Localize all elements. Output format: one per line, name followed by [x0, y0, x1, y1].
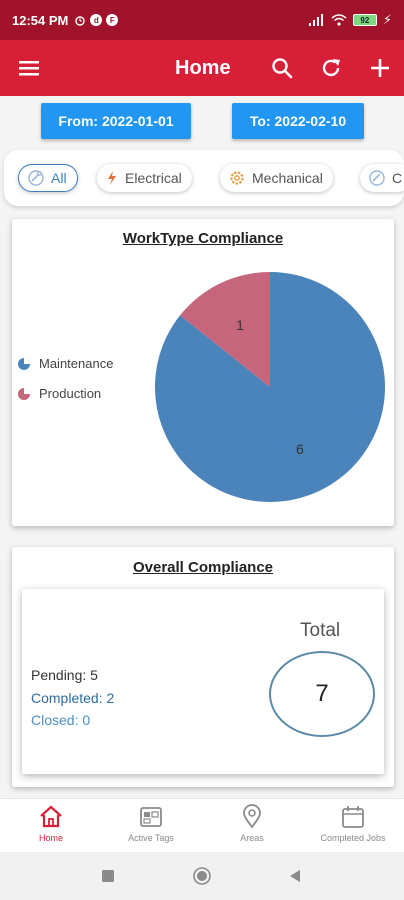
legend-label: Production	[39, 386, 102, 401]
nav-label: Home	[38, 833, 63, 843]
filter-chip-electrical[interactable]: Electrical	[97, 164, 192, 192]
filter-chip-label: C	[392, 170, 403, 186]
closed-count: Closed: 0	[31, 712, 91, 728]
app-notification-icon: d	[90, 14, 103, 26]
status-time: 12:54 PM	[12, 12, 69, 28]
system-navigation-bar	[0, 852, 404, 900]
legend-pie-icon	[18, 357, 30, 370]
pie-slice-production	[180, 272, 270, 387]
search-icon[interactable]	[270, 56, 294, 80]
nav-item-areas[interactable]: Areas	[202, 804, 302, 843]
wifi-icon	[331, 14, 347, 26]
home-system-icon[interactable]	[193, 867, 211, 885]
refresh-icon[interactable]	[319, 56, 343, 80]
battery-icon: 92	[352, 14, 377, 26]
filter-chip-label: Electrical	[125, 170, 182, 186]
bottom-navigation: Home Active Tags Areas Completed Jobs	[0, 798, 404, 852]
nav-item-completed-jobs[interactable]: Completed Jobs	[303, 804, 403, 843]
total-label: Total	[300, 620, 341, 641]
filter-chip-label: All	[51, 170, 67, 186]
legend-item-maintenance: Maintenance	[17, 356, 113, 371]
nav-label: Active Tags	[128, 833, 174, 843]
legend-pie-icon	[18, 387, 30, 400]
location-pin-icon	[243, 804, 261, 829]
card-title: Overall Compliance	[132, 559, 274, 576]
worktype-pie-chart: 61	[154, 272, 385, 502]
app-notification-icon: F	[106, 14, 119, 26]
tools-icon	[369, 170, 385, 186]
tag-icon	[140, 807, 162, 827]
total-value-circle: 7	[269, 651, 375, 737]
pie-slice-value-label: 6	[296, 441, 304, 457]
app-bar: Home	[0, 40, 404, 96]
pending-count: Pending: 5	[31, 667, 98, 683]
nav-item-active-tags[interactable]: Active Tags	[101, 804, 201, 843]
pie-slice-maintenance	[154, 272, 385, 502]
legend-label: Maintenance	[39, 356, 114, 371]
filter-bar: All Electrical Mechanical C	[4, 150, 404, 206]
menu-icon[interactable]	[18, 57, 40, 79]
legend-item-production: Production	[17, 386, 101, 401]
nav-item-home[interactable]: Home	[1, 804, 101, 843]
nav-label: Areas	[240, 833, 264, 843]
gear-icon	[230, 171, 244, 185]
card-title: WorkType Compliance	[122, 230, 284, 247]
to-date-button[interactable]: To: 2022-02-10	[232, 103, 364, 139]
signal-icon	[308, 14, 323, 26]
filter-chip-other[interactable]: C	[360, 164, 404, 192]
alarm-icon	[75, 16, 86, 26]
add-icon[interactable]	[368, 56, 392, 80]
total-value: 7	[315, 680, 329, 707]
filter-chip-mechanical[interactable]: Mechanical	[220, 164, 333, 192]
electrical-icon	[108, 171, 116, 185]
pie-slice-value-label: 1	[236, 317, 244, 333]
completed-count: Completed: 2	[31, 690, 115, 706]
filter-chip-label: Mechanical	[252, 170, 323, 186]
recent-apps-icon[interactable]	[101, 869, 115, 883]
all-tools-icon	[28, 170, 44, 186]
page-title: Home	[175, 57, 231, 79]
home-icon	[40, 805, 62, 828]
status-bar: 12:54 PM d F 92 ⚡	[0, 0, 404, 40]
filter-chip-all[interactable]: All	[18, 164, 78, 192]
nav-label: Completed Jobs	[320, 833, 386, 843]
charging-icon: ⚡	[382, 12, 392, 27]
back-icon[interactable]	[288, 869, 302, 883]
calendar-icon	[342, 806, 364, 828]
from-date-button[interactable]: From: 2022-01-01	[41, 103, 191, 139]
